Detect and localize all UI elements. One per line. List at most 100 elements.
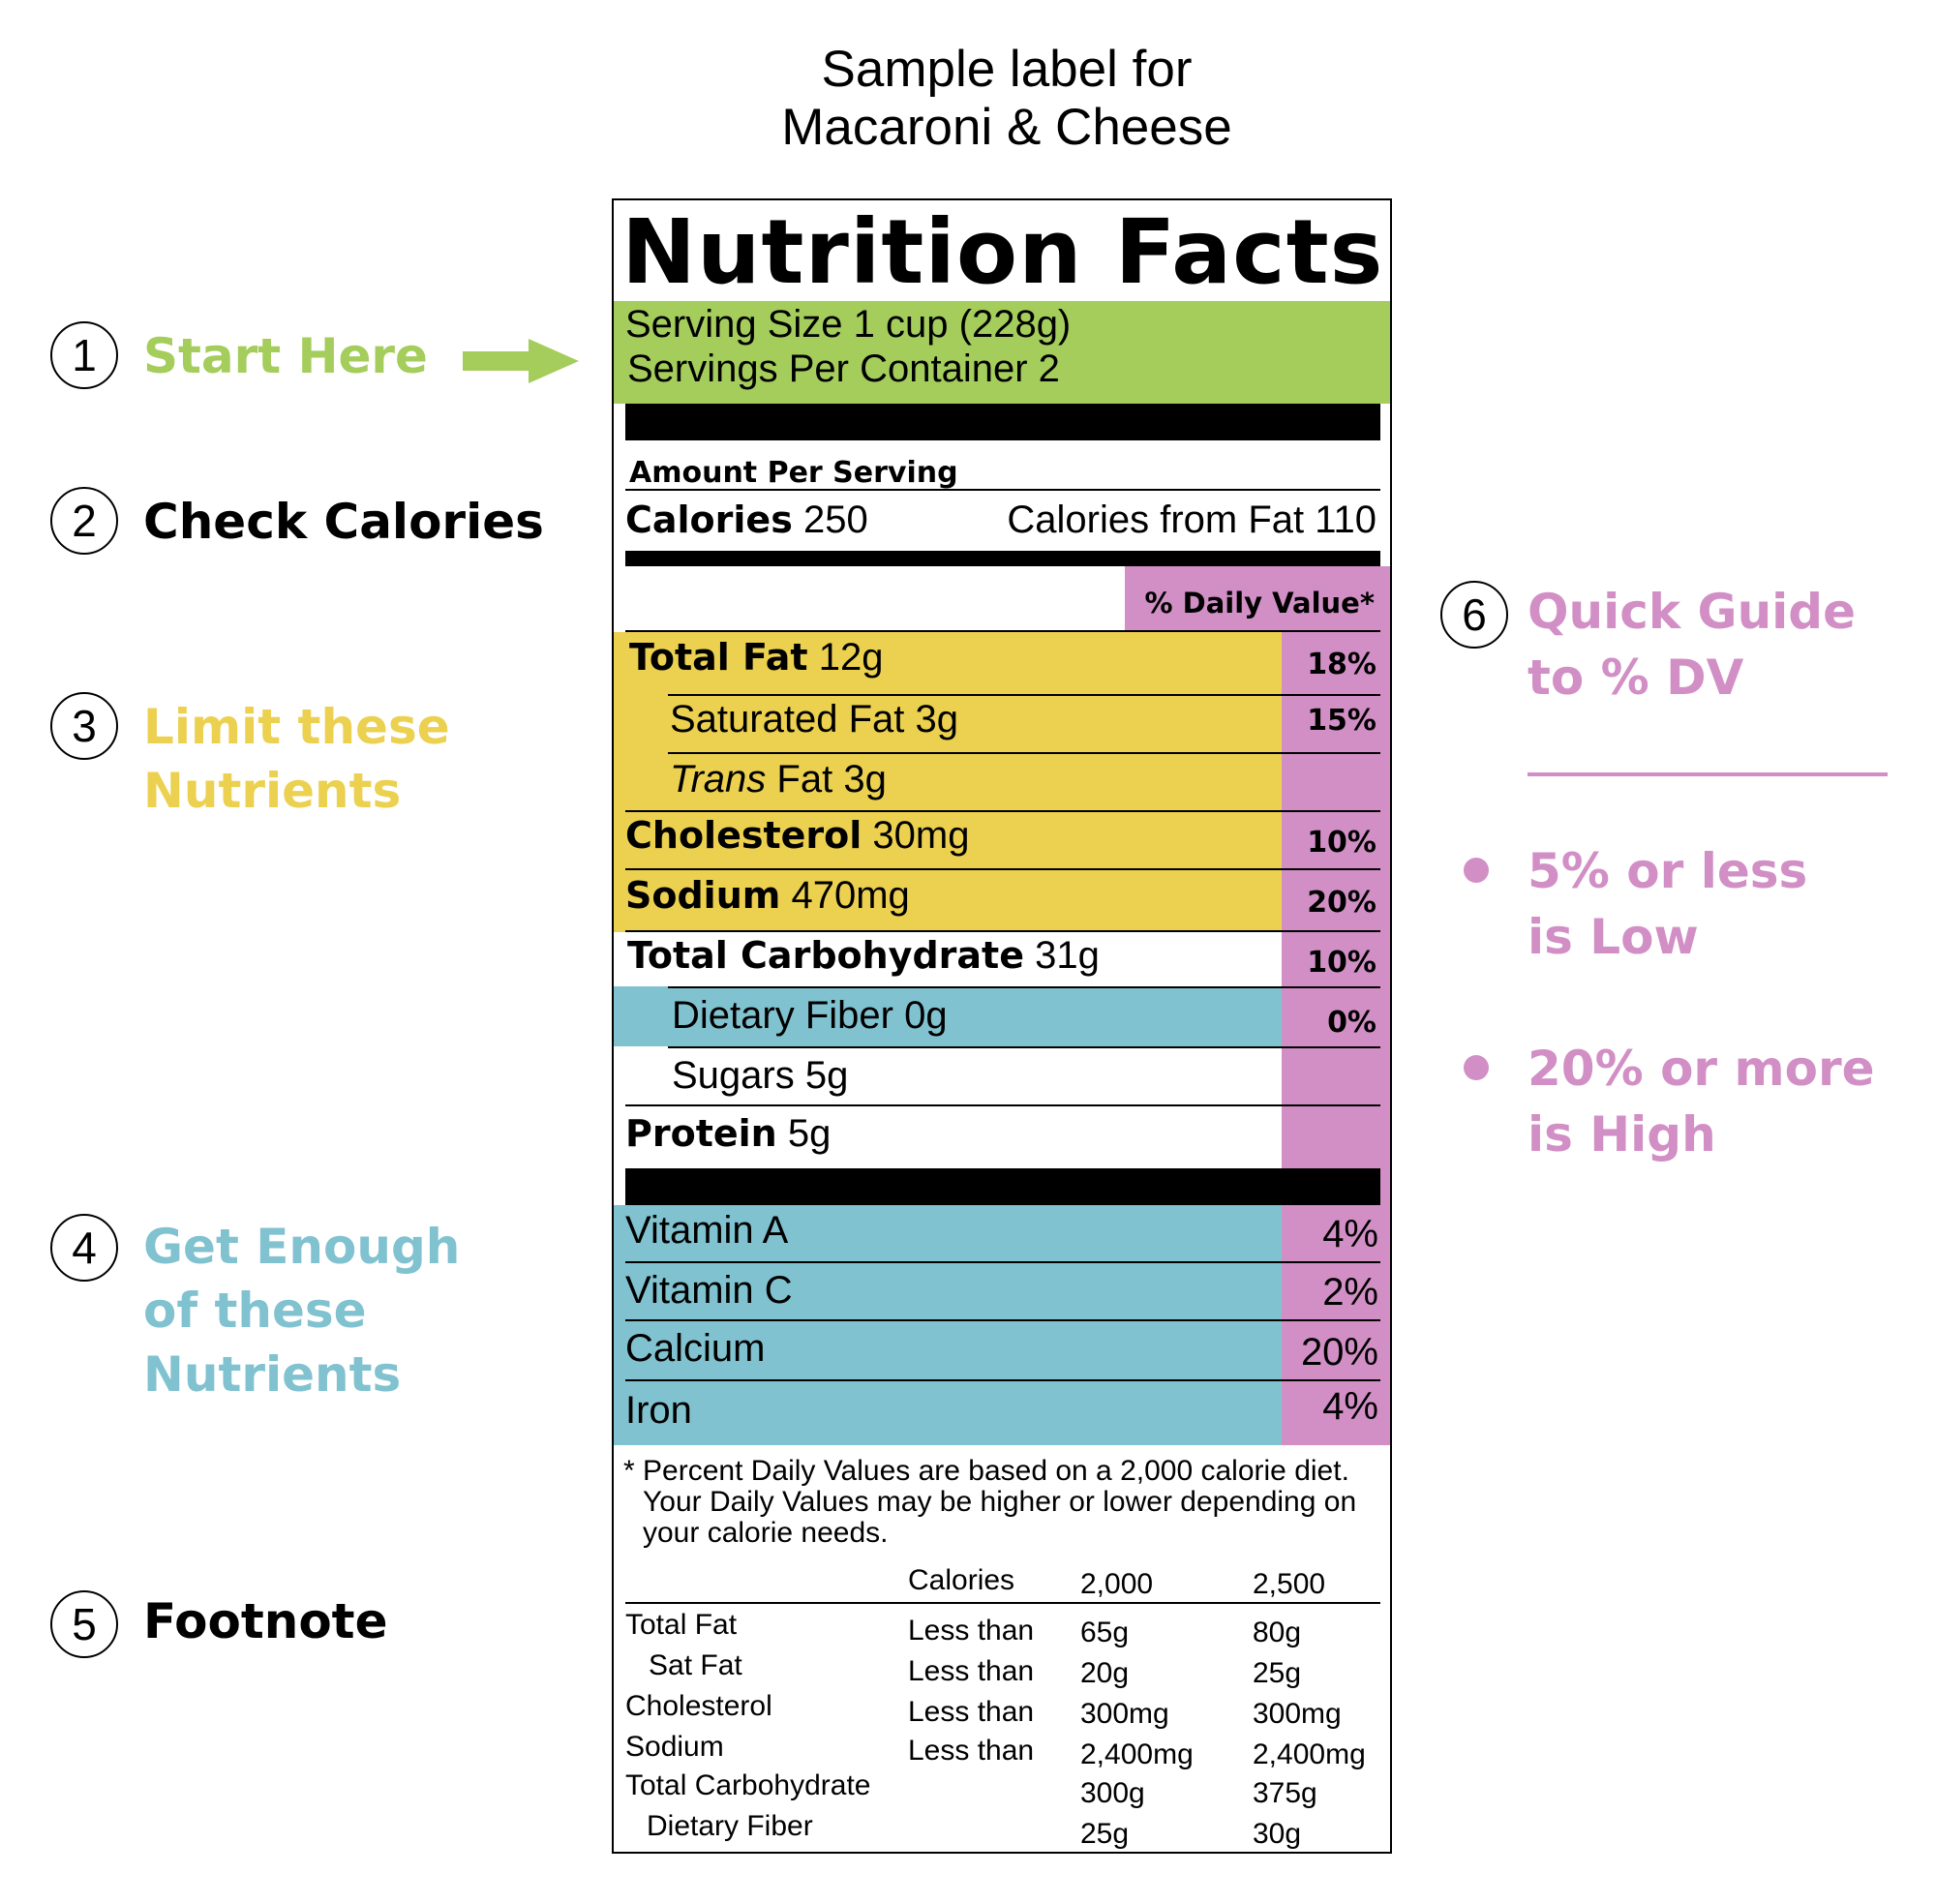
vitamin-c: Vitamin C	[625, 1269, 793, 1312]
step-1-label: Start Here	[143, 328, 428, 384]
ft-row-2500: 80g	[1253, 1617, 1302, 1648]
thin-rule	[668, 1046, 1380, 1048]
calories-row: Calories 250	[625, 497, 868, 543]
arrow-right-icon	[463, 339, 579, 383]
thin-rule	[668, 752, 1380, 754]
nutrient-amount: 3g	[915, 698, 959, 740]
thin-rule	[625, 1319, 1380, 1321]
thin-rule	[625, 930, 1380, 932]
ft-header-calories: Calories	[908, 1564, 1015, 1596]
nutrient-name: Saturated Fat	[670, 698, 905, 740]
nutrient-name: Dietary Fiber	[672, 994, 893, 1037]
serving-size: Serving Size 1 cup (228g)	[625, 303, 1072, 346]
calcium: Calcium	[625, 1327, 766, 1370]
dv-vitamin-c: 2%	[1322, 1271, 1378, 1314]
nutrient-protein: Protein 5g	[625, 1110, 831, 1157]
step-4-line-1: Get Enough	[143, 1219, 461, 1275]
ft-row-2000: 25g	[1080, 1818, 1130, 1850]
ft-row-label: Total Carbohydrate	[625, 1769, 871, 1801]
get-enough-band	[614, 1205, 1282, 1445]
footnote-line-1: * Percent Daily Values are based on a 2,…	[623, 1455, 1349, 1487]
dv-cholesterol: 10%	[1307, 826, 1376, 860]
nutrient-amount: 3g	[843, 758, 887, 801]
nutrient-name: Sodium	[625, 874, 781, 917]
nutrient-amount: 5g	[787, 1112, 832, 1155]
step-6-line-1: Quick Guide	[1528, 584, 1857, 640]
sample-title-line-2: Macaroni & Cheese	[781, 99, 1232, 156]
ft-row-label: Sodium	[625, 1731, 724, 1763]
nutrient-trans-fat: Trans Fat 3g	[670, 756, 887, 802]
nutrient-name: Trans	[670, 758, 767, 801]
thin-rule	[668, 694, 1380, 696]
step-4-line-2: of these	[143, 1283, 367, 1339]
step-5-label: Footnote	[143, 1593, 388, 1649]
step-3-line-2: Nutrients	[143, 763, 402, 819]
thin-rule	[625, 1104, 1380, 1106]
dv-saturated-fat: 15%	[1307, 704, 1376, 738]
ft-row-label: Cholesterol	[625, 1690, 772, 1722]
thick-rule	[625, 404, 1380, 440]
ft-row-label: Total Fat	[625, 1609, 738, 1641]
calories-label: Calories	[625, 499, 793, 541]
sample-title-line-1: Sample label for	[821, 41, 1193, 98]
iron: Iron	[625, 1389, 692, 1432]
nutrient-name: Total Carbohydrate	[627, 934, 1024, 977]
calories-value: 250	[802, 499, 868, 541]
nutrient-name: Cholesterol	[625, 814, 862, 857]
dv-total-carbohydrate: 10%	[1307, 946, 1376, 980]
guide-high-line-2: is High	[1528, 1106, 1716, 1163]
step-6-line-2: to % DV	[1528, 650, 1744, 706]
ft-row-2000: 300mg	[1080, 1698, 1169, 1730]
dv-header-band	[1125, 566, 1390, 632]
fiber-band	[614, 986, 1282, 1046]
nutrient-amount: 5g	[804, 1054, 849, 1097]
bullet-icon	[1464, 858, 1489, 883]
step-6-number: 6	[1440, 581, 1508, 649]
step-2-label: Check Calories	[143, 494, 544, 550]
ft-row-2000: 65g	[1080, 1617, 1130, 1648]
thin-rule	[625, 489, 1380, 491]
nutrient-total-fat: Total Fat 12g	[629, 634, 883, 680]
thick-rule	[625, 1168, 1380, 1205]
nutrient-sugars: Sugars 5g	[672, 1052, 848, 1099]
step-4-number: 4	[50, 1214, 118, 1282]
dv-vitamin-a: 4%	[1322, 1213, 1378, 1255]
nutrient-name: Protein	[625, 1112, 777, 1155]
nutrient-name: Total Fat	[629, 636, 808, 679]
dv-sodium: 20%	[1307, 886, 1376, 920]
nutrient-amount: 31g	[1035, 934, 1100, 977]
nutrient-amount: 0g	[904, 994, 948, 1037]
ft-header-2500: 2,500	[1253, 1568, 1326, 1600]
limit-nutrients-band	[614, 632, 1282, 932]
step-4-label: Get Enough of these Nutrients	[143, 1215, 460, 1406]
ft-row-label: Dietary Fiber	[647, 1810, 813, 1842]
guide-divider	[1528, 772, 1888, 776]
footnote-line-3: your calorie needs.	[643, 1517, 889, 1549]
sample-title: Sample label for Macaroni & Cheese	[678, 41, 1336, 157]
thin-rule	[625, 1602, 1380, 1604]
dv-dietary-fiber: 0%	[1327, 1006, 1376, 1040]
serving-band	[614, 301, 1390, 404]
dv-header: % Daily Value*	[1144, 587, 1375, 620]
thin-rule	[625, 868, 1380, 870]
ft-row-2500: 25g	[1253, 1657, 1302, 1689]
thin-rule	[625, 1261, 1380, 1263]
step-3-label: Limit these Nutrients	[143, 695, 450, 823]
ft-header-2000: 2,000	[1080, 1568, 1154, 1600]
nutrient-name-rest: Fat	[776, 758, 833, 801]
dv-iron: 4%	[1322, 1385, 1378, 1428]
ft-row-2500: 30g	[1253, 1818, 1302, 1850]
thin-rule	[625, 810, 1380, 812]
ft-row-qualifier: Less than	[908, 1615, 1035, 1647]
step-5-number: 5	[50, 1590, 118, 1658]
ft-row-qualifier: Less than	[908, 1655, 1035, 1687]
guide-low: 5% or less is Low	[1528, 838, 1807, 970]
ft-row-2500: 300mg	[1253, 1698, 1342, 1730]
nutrient-amount: 470mg	[791, 874, 910, 917]
nutrient-amount: 12g	[818, 636, 884, 679]
guide-low-line-2: is Low	[1528, 909, 1699, 965]
nutrient-dietary-fiber: Dietary Fiber 0g	[672, 992, 948, 1039]
calories-from-fat: Calories from Fat 110	[1007, 499, 1376, 541]
footnote-line-2: Your Daily Values may be higher or lower…	[643, 1486, 1357, 1518]
ft-row-2500: 2,400mg	[1253, 1738, 1366, 1770]
